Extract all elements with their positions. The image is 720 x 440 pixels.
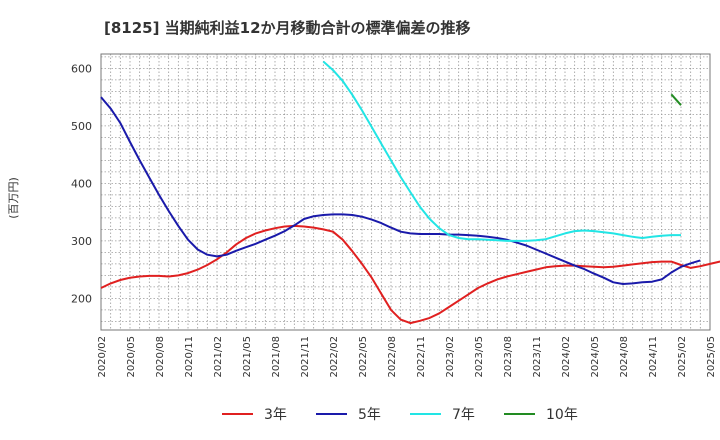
x-tick-label: 2023/08	[503, 336, 514, 378]
x-tick-label: 2024/02	[561, 336, 572, 378]
legend-label: 10年	[546, 407, 578, 423]
x-tick-label: 2021/05	[242, 336, 253, 378]
x-tick-label: 2022/08	[387, 336, 398, 378]
series-line-10年	[670, 93, 682, 106]
chart-title: [8125] 当期純利益12か月移動合計の標準偏差の推移	[104, 19, 471, 37]
x-tick-label: 2020/11	[184, 336, 195, 378]
series-line-7年	[322, 60, 681, 242]
x-tick-label: 2024/05	[590, 336, 601, 378]
grid	[101, 54, 710, 330]
legend: 3年 5年 7年 10年	[222, 407, 578, 423]
x-tick-label: 2022/11	[416, 336, 427, 378]
x-tick-label: 2024/11	[648, 336, 659, 378]
y-tick-label: 200	[71, 292, 92, 305]
x-axis-ticks: 2020/02 2020/05 2020/08 2020/11 2021/02 2021/…	[97, 336, 717, 378]
y-tick-label: 600	[71, 62, 92, 75]
x-tick-label: 2022/02	[329, 336, 340, 378]
x-tick-label: 2020/05	[126, 336, 137, 378]
y-tick-label: 400	[71, 177, 92, 190]
x-tick-label: 2024/08	[619, 336, 630, 378]
y-axis-label: (百万円)	[7, 177, 20, 219]
x-tick-label: 2021/08	[271, 336, 282, 378]
legend-label: 5年	[358, 407, 381, 423]
x-tick-label: 2023/02	[445, 336, 456, 378]
x-tick-label: 2021/02	[213, 336, 224, 378]
x-tick-label: 2020/08	[155, 336, 166, 378]
series-line-5年	[100, 96, 701, 285]
series-lines	[100, 60, 720, 325]
y-axis-ticks: 200 300 400 500 600	[71, 62, 92, 305]
x-tick-label: 2023/11	[532, 336, 543, 378]
x-tick-label: 2025/05	[706, 336, 717, 378]
legend-label: 3年	[264, 407, 287, 423]
plot-frame	[100, 53, 711, 331]
legend-label: 7年	[452, 407, 475, 423]
x-tick-label: 2025/02	[677, 336, 688, 378]
x-tick-label: 2022/05	[358, 336, 369, 378]
x-tick-label: 2020/02	[97, 336, 108, 378]
y-tick-label: 500	[71, 120, 92, 133]
y-tick-label: 300	[71, 235, 92, 248]
series-line-3年	[100, 224, 720, 325]
x-tick-label: 2021/11	[300, 336, 311, 378]
x-tick-label: 2023/05	[474, 336, 485, 378]
